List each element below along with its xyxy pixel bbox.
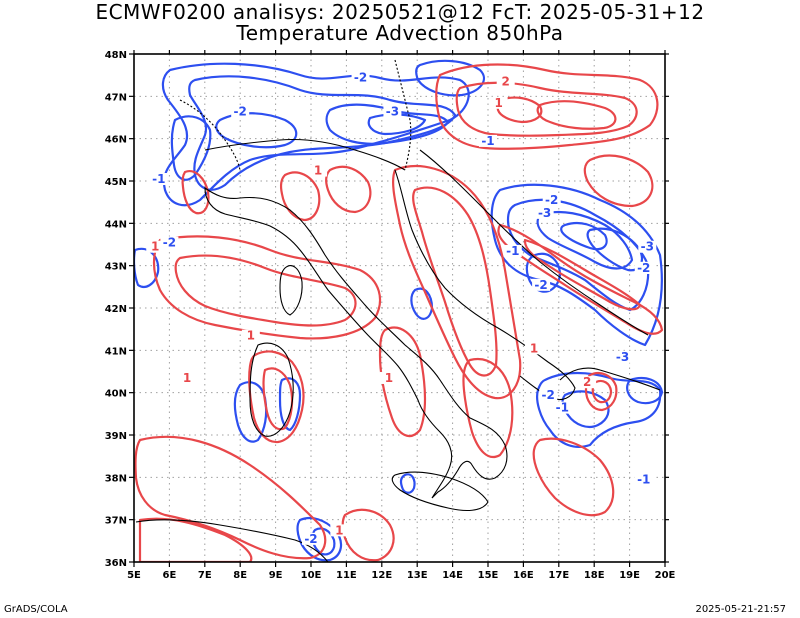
axis-ticks: 5E 6E 7E 8E 9E 10E 11E 12E 13E 14E 15E 16E 17E 18E 19E…: [105, 50, 676, 581]
contour-label-positive: 1: [183, 371, 191, 385]
contour-label-bg: [146, 240, 165, 253]
contour-label-bg: [178, 371, 197, 384]
contour-label-negative: -1: [556, 401, 569, 415]
contour-label-negative: -2: [534, 278, 547, 292]
tick-label-lon: 19E: [619, 570, 640, 581]
contour-labels: 11112111121-1-2-2-3-2-3-2-3-2-1-2-3-2-1-…: [146, 70, 657, 546]
tick-label-lon: 17E: [548, 570, 569, 581]
contour-label-bg: [496, 75, 515, 88]
tick-label-lon: 7E: [198, 570, 212, 581]
contour-label-positive: 1: [151, 240, 159, 254]
contour-label-negative: -1: [637, 473, 650, 487]
tick-label-lat: 46N: [105, 135, 127, 146]
tick-label-lat: 36N: [105, 558, 127, 569]
contour-label-bg: [309, 164, 328, 177]
tick-label-lon: 5E: [127, 570, 141, 581]
tick-label-lon: 18E: [584, 570, 605, 581]
tick-label-lon: 10E: [301, 570, 322, 581]
tick-label-lat: 37N: [105, 516, 127, 527]
contour-label-bg: [553, 401, 572, 414]
contour-label-bg: [532, 278, 551, 291]
contour-label-bg: [503, 244, 522, 257]
contour-label-bg: [489, 96, 508, 109]
contour-label-positive: 1: [385, 371, 393, 385]
contour-label-negative: -2: [304, 532, 317, 546]
contour-label-negative: -3: [616, 350, 629, 364]
contour-label-bg: [539, 388, 558, 401]
tick-label-lon: 14E: [442, 570, 463, 581]
contour-label-bg: [479, 134, 497, 147]
tick-label-lon: 12E: [371, 570, 392, 581]
contour-label-bg: [542, 194, 561, 207]
tick-label-lon: 13E: [407, 570, 428, 581]
contour-label-bg: [231, 105, 250, 118]
contour-label-negative: -1: [506, 244, 519, 258]
tick-label-lat: 47N: [105, 92, 127, 103]
tick-label-lon: 11E: [336, 570, 357, 581]
contour-label-negative: -3: [641, 240, 654, 254]
contour-label-negative: -3: [538, 206, 551, 220]
contour-label-bg: [638, 240, 657, 253]
map-title-line2: Temperature Advection 850hPa: [236, 21, 564, 45]
negative-contours: [134, 59, 664, 562]
tick-label-lat: 41N: [105, 346, 127, 357]
contour-label-positive: 1: [314, 164, 322, 178]
contour-label-bg: [613, 350, 632, 363]
contour-label-bg: [149, 173, 168, 185]
coastlines: [135, 59, 661, 562]
tick-label-lat: 44N: [105, 219, 127, 230]
tick-label-lon: 8E: [233, 570, 247, 581]
tick-label-lat: 48N: [105, 50, 127, 61]
contour-label-negative: -2: [234, 104, 247, 118]
contour-label-negative: -1: [481, 134, 494, 148]
contour-label-bg: [160, 236, 179, 249]
tick-label-lat: 40N: [105, 389, 127, 400]
contour-field: [134, 59, 664, 562]
contour-label-bg: [578, 376, 597, 389]
contour-label-negative: -2: [163, 236, 176, 250]
contour-label-positive: 1: [335, 523, 343, 537]
contour-label-bg: [535, 206, 554, 219]
contour-label-bg: [302, 532, 320, 545]
contour-label-positive: 2: [502, 75, 510, 89]
contour-label-positive: 2: [583, 375, 591, 389]
contour-label-negative: -2: [542, 388, 555, 402]
contour-label-bg: [330, 524, 349, 537]
tick-label-lat: 45N: [105, 177, 127, 188]
contour-label-positive: 1: [494, 96, 502, 110]
contour-label-positive: 1: [530, 341, 538, 355]
map-gridlines: [134, 54, 665, 562]
contour-label-bg: [634, 261, 653, 274]
contour-label-bg: [241, 329, 260, 342]
contour-label-negative: -2: [545, 193, 558, 207]
contour-label-positive: 1: [247, 329, 255, 343]
contour-label-negative: -2: [354, 70, 367, 84]
map-title-line1: ECMWF0200 analisys: 20250521@12 FcT: 202…: [95, 0, 705, 24]
contour-label-bg: [383, 105, 402, 118]
tick-label-lon: 6E: [163, 570, 177, 581]
contour-label-bg: [525, 342, 544, 355]
tick-label-lat: 39N: [105, 431, 127, 442]
contour-label-bg: [634, 473, 653, 486]
tick-label-lon: 16E: [513, 570, 534, 581]
footer-timestamp: 2025-05-21-21:57: [695, 604, 786, 615]
tick-label-lon: 9E: [269, 570, 283, 581]
contour-label-negative: -2: [637, 261, 650, 275]
footer-software-credit: GrADS/COLA: [4, 604, 68, 615]
tick-label-lon: 20E: [655, 570, 676, 581]
contour-label-negative: -3: [386, 104, 399, 118]
contour-label-bg: [351, 71, 370, 84]
tick-label-lat: 43N: [105, 262, 127, 273]
tick-label-lon: 15E: [478, 570, 499, 581]
tick-label-lat: 42N: [105, 304, 127, 315]
positive-contours: [134, 63, 664, 562]
tick-label-lat: 38N: [105, 473, 127, 484]
contour-label-negative: -1: [152, 172, 165, 186]
contour-label-bg: [379, 371, 398, 384]
